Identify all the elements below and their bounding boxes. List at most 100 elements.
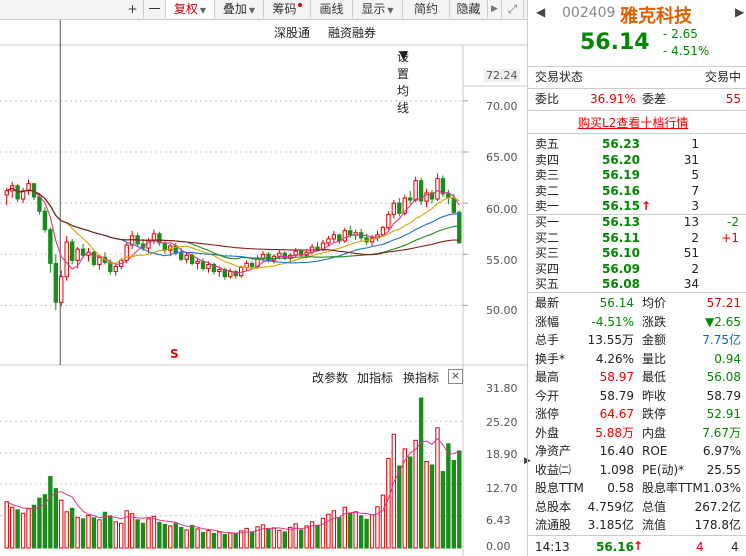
volume-bar (277, 529, 282, 549)
stat-label: 金额 (642, 333, 667, 347)
volume-bar (331, 510, 337, 549)
volume-bar (446, 443, 451, 549)
stat-value: 56.08 (706, 370, 741, 384)
volume-bar (91, 517, 97, 549)
vol-tick: 18.90 (486, 448, 518, 461)
bid-price: 56.13 (602, 215, 640, 229)
bid-row[interactable]: 买一 56.13 13 -2 (535, 215, 741, 230)
volume-bar (222, 533, 228, 549)
zoom-out-button[interactable]: 一 (144, 0, 166, 18)
bid-row[interactable]: 买二 56.11 2 +1 (535, 231, 741, 246)
volume-bar (86, 514, 91, 549)
volume-bar (102, 511, 108, 549)
candle-body (277, 252, 282, 257)
volume-bar (124, 510, 129, 549)
ask-row[interactable]: 卖一 56.15 3 ↑ (535, 199, 741, 214)
huaxian-button[interactable]: 画线 (311, 0, 353, 18)
ask-row[interactable]: 卖二 56.16 7 (535, 184, 741, 199)
trade-status-row: 交易状态 交易中 (535, 69, 741, 86)
expand-icon[interactable]: ⤢ (502, 0, 524, 18)
kline-chart-area[interactable]: + 一 复权 ▼ 叠加 ▼ 筹码 画线 显示 ▼ 简约 隐藏 ▶ ⤢ 深股通 融资融券… (0, 0, 531, 556)
bid-label: 买四 (535, 261, 560, 276)
candle-body (451, 197, 457, 213)
stat-label: 昨收 (642, 388, 667, 403)
volume-bar (195, 528, 200, 549)
stat-label: 最高 (535, 370, 560, 384)
candle-body (4, 190, 9, 196)
prev-stock-icon[interactable]: ◀ (536, 5, 546, 19)
chart-toolbar: + 一 复权 ▼ 叠加 ▼ 筹码 画线 显示 ▼ 简约 隐藏 ▶ ⤢ (0, 0, 527, 20)
stat-value: 5.88万 (595, 425, 634, 440)
price-tick: 50.00 (486, 304, 518, 317)
ask-price: 56.20 (602, 152, 640, 167)
up-arrow-icon: ↑ (633, 539, 644, 553)
ask-row[interactable]: 卖五 56.23 1 (535, 137, 741, 152)
jianyue-button[interactable]: 简约 (403, 0, 450, 18)
bid-row[interactable]: 买三 56.10 51 (535, 246, 741, 261)
ask-row[interactable]: 卖三 56.19 5 (535, 168, 741, 183)
bid-row[interactable]: 买五 56.08 34 (535, 277, 741, 292)
close-indicator-button[interactable]: × (448, 369, 463, 384)
diejia-dropdown[interactable]: 叠加 ▼ (215, 0, 264, 18)
stat-value: 52.91 (706, 407, 741, 421)
more-arrow-icon[interactable]: ▶ (488, 0, 502, 18)
jiazhibiao-link[interactable]: 加指标 (357, 371, 394, 385)
bid-volume: 13 (683, 215, 699, 229)
fuquan-label: 复权 (173, 2, 198, 16)
shengutong-link[interactable]: 深股通 (274, 26, 311, 40)
stat-row: 最新 56.14 均价 57.21 (535, 295, 741, 312)
stat-row: 流通股 3.185亿 流值 178.8亿 (535, 517, 741, 534)
next-stock-icon[interactable]: ▶ (735, 5, 745, 19)
volume-bar (255, 526, 260, 549)
candle-body (397, 202, 402, 214)
stat-value: 6.97% (702, 444, 741, 458)
volume-bar (298, 529, 304, 549)
volume-bar (429, 464, 435, 549)
candle-body (380, 227, 386, 236)
vol-tick: 6.43 (486, 514, 511, 527)
volume-bar (402, 448, 407, 549)
volume-bar (304, 525, 309, 549)
volume-bar (179, 526, 184, 549)
stat-value: 1.098 (599, 462, 634, 477)
bid-row[interactable]: 买四 56.09 2 (535, 262, 741, 277)
vol-tick: 31.80 (486, 382, 518, 395)
volume-bar (168, 525, 173, 549)
fuquan-dropdown[interactable]: 复权 ▼ (166, 0, 215, 18)
ask-row[interactable]: 卖四 56.20 31 (535, 153, 741, 168)
volume-bar (20, 512, 26, 549)
stat-label: 量比 (642, 351, 667, 366)
volume-bar (108, 515, 113, 549)
candle-body (91, 251, 97, 265)
stat-row: 净资产 16.40 ROE 6.97% (535, 443, 741, 460)
zoom-in-button[interactable]: + (122, 0, 144, 18)
xianshi-dropdown[interactable]: 显示 ▼ (353, 0, 403, 18)
candle-body (195, 260, 200, 264)
volume-bar (151, 515, 157, 549)
yincang-button[interactable]: 隐藏 (450, 0, 488, 18)
volume-bar (59, 499, 64, 549)
last-trade-vol: 4 (696, 540, 704, 554)
huanzhibiao-link[interactable]: 换指标 (403, 371, 440, 385)
stat-value: 7.67万 (702, 425, 741, 440)
candle-body (457, 211, 462, 244)
buy-l2-link[interactable]: 购买L2查看十档行情 (578, 116, 689, 130)
candle-body (37, 196, 42, 212)
candle-body (20, 190, 26, 200)
ask-price: 56.16 (602, 183, 640, 198)
stat-value: 4.26% (595, 351, 634, 366)
volume-bar (244, 527, 249, 549)
candle-body (413, 180, 418, 201)
stat-label: 内盘 (642, 425, 667, 440)
candle-body (429, 192, 435, 200)
rongzi-link[interactable]: 融资融券 (328, 26, 377, 40)
bid-price: 56.10 (602, 246, 640, 260)
bid-price: 56.11 (602, 230, 640, 245)
candle-body (391, 202, 397, 215)
divider (527, 535, 746, 536)
volume-bar (391, 433, 397, 549)
gaicanshu-link[interactable]: 改参数 (312, 371, 349, 385)
chouma-button[interactable]: 筹码 (264, 0, 311, 18)
candle-body (206, 263, 211, 270)
volume-bar (315, 524, 320, 549)
